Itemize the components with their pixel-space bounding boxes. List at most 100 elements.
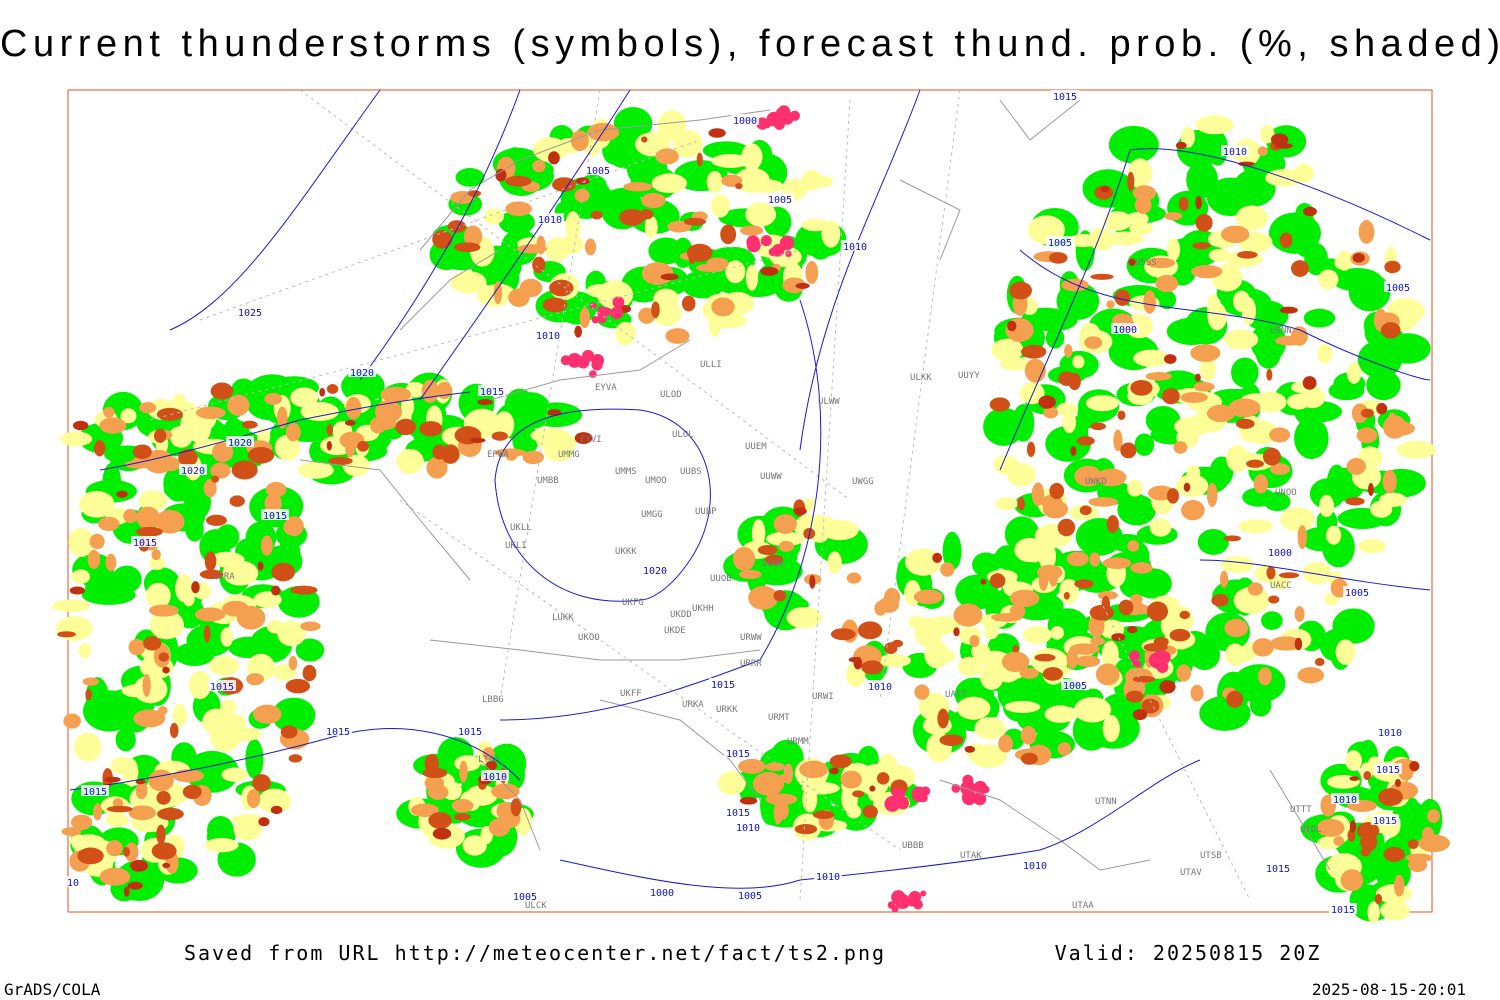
station-label: URKK bbox=[716, 705, 738, 715]
shade-cell bbox=[505, 175, 532, 187]
shade-cell bbox=[1252, 638, 1274, 657]
isobar-label: 1010 bbox=[483, 772, 507, 783]
isobar-label: 1010 bbox=[843, 242, 867, 253]
station-label: UATT bbox=[945, 690, 967, 700]
station-label: URWW bbox=[740, 633, 762, 643]
shade-cell bbox=[1257, 146, 1268, 157]
shade-cell bbox=[957, 656, 983, 677]
station-label: USSS bbox=[1135, 258, 1157, 268]
software: GrADS/COLA bbox=[4, 980, 101, 999]
shade-cell bbox=[135, 781, 148, 800]
shade-cell bbox=[1074, 465, 1102, 487]
shade-cell bbox=[215, 524, 240, 550]
shade-cell bbox=[1068, 372, 1081, 391]
shade-cell bbox=[1120, 442, 1137, 459]
shade-cell bbox=[1132, 185, 1157, 201]
shade-cell bbox=[211, 442, 234, 463]
shade-cell bbox=[1062, 411, 1077, 434]
shade-cell bbox=[980, 665, 1004, 690]
isobar-label: 1005 bbox=[738, 891, 762, 902]
station-label: USNN bbox=[1270, 326, 1292, 336]
label-bg bbox=[179, 464, 207, 475]
shade-cell bbox=[1226, 444, 1249, 473]
station-label: UUWW bbox=[760, 472, 782, 482]
shade-cell bbox=[1402, 797, 1421, 827]
station-label: UTDL bbox=[1300, 825, 1322, 835]
shade-cell bbox=[1132, 675, 1156, 683]
isobar-label: 1010 bbox=[1023, 861, 1047, 872]
shade-cell bbox=[1069, 643, 1100, 655]
label-bg bbox=[261, 509, 289, 520]
label-bg bbox=[841, 240, 869, 251]
isobar-label: 1015 bbox=[711, 680, 735, 691]
shade-cell bbox=[1031, 482, 1045, 507]
shade-cell bbox=[1129, 222, 1154, 235]
shade-cell bbox=[1363, 771, 1372, 781]
shade-cell bbox=[655, 148, 679, 165]
isobar-label: 1010 bbox=[868, 682, 892, 693]
shade-cell bbox=[773, 590, 787, 602]
shade-cell bbox=[830, 628, 856, 641]
label-bg bbox=[236, 306, 264, 317]
shade-cell bbox=[1166, 317, 1217, 346]
shade-cell bbox=[210, 382, 234, 400]
shade-cell bbox=[1407, 839, 1419, 850]
shade-cell bbox=[1021, 344, 1047, 359]
storm-symbol bbox=[610, 306, 624, 320]
shade-cell bbox=[123, 886, 130, 897]
label-bg bbox=[324, 725, 352, 736]
shade-cell bbox=[932, 552, 943, 563]
shade-cell bbox=[1368, 483, 1374, 496]
shade-cell bbox=[696, 263, 726, 272]
label-bg bbox=[734, 821, 762, 832]
shade-cell bbox=[1186, 161, 1218, 199]
shade-cell bbox=[732, 546, 756, 571]
shade-cell bbox=[1274, 335, 1303, 346]
shade-cell bbox=[1318, 494, 1335, 518]
label-bg bbox=[481, 770, 509, 781]
isobar-label: 1015 bbox=[1331, 905, 1355, 916]
shade-cell bbox=[1026, 441, 1036, 458]
station-label: UTTT bbox=[1290, 805, 1312, 815]
shade-cell bbox=[1304, 242, 1328, 276]
label-bg bbox=[1343, 586, 1371, 597]
shade-cell bbox=[1235, 205, 1269, 231]
shade-cell bbox=[574, 432, 593, 445]
shade-cell bbox=[1294, 417, 1329, 460]
shade-cell bbox=[1068, 233, 1100, 248]
shade-cell bbox=[204, 837, 239, 853]
shade-cell bbox=[1206, 483, 1218, 507]
label-bg bbox=[648, 886, 676, 897]
shade-cell bbox=[517, 244, 547, 254]
shade-cell bbox=[739, 225, 764, 236]
label-bg bbox=[724, 806, 752, 817]
shade-cell bbox=[1374, 893, 1383, 905]
shade-cell bbox=[1228, 649, 1256, 663]
station-label: UBBB bbox=[902, 841, 924, 851]
station-label: UUYY bbox=[958, 371, 980, 381]
shade-cell bbox=[344, 420, 356, 426]
shade-cell bbox=[1393, 874, 1405, 897]
storm-symbol bbox=[779, 235, 795, 251]
shade-cell bbox=[380, 386, 412, 403]
timestamp: 2025-08-15-20:01 bbox=[1312, 980, 1466, 999]
shade-cell bbox=[574, 325, 582, 338]
shade-cell bbox=[202, 708, 231, 735]
shade-cell bbox=[1360, 847, 1371, 857]
shade-cell bbox=[1090, 273, 1114, 280]
shade-cell bbox=[345, 440, 356, 458]
station-label: UMBB bbox=[537, 476, 559, 486]
station-label: UUOB bbox=[710, 574, 732, 584]
storm-symbol bbox=[1156, 661, 1169, 673]
shade-cell bbox=[688, 245, 696, 265]
station-label: UTAK bbox=[960, 851, 982, 861]
shade-cell bbox=[229, 495, 245, 507]
shade-cell bbox=[260, 535, 273, 556]
storm-symbol bbox=[920, 890, 927, 897]
shade-cell bbox=[71, 569, 91, 584]
shade-cell bbox=[421, 379, 439, 404]
shade-cell bbox=[151, 549, 161, 561]
station-label: ULLI bbox=[700, 360, 722, 370]
station-label: LTBA bbox=[478, 755, 500, 765]
isobar-label: 1000 bbox=[1113, 325, 1137, 336]
